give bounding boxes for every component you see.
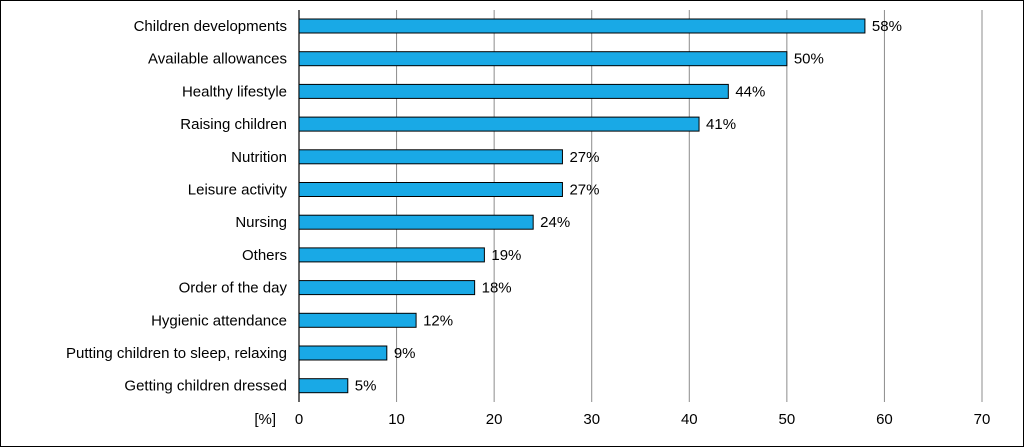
x-tick-label: 30 xyxy=(583,411,600,428)
x-tick-label: 60 xyxy=(876,411,893,428)
category-label: Available allowances xyxy=(148,51,287,68)
grid-lines xyxy=(298,10,983,402)
value-labels: 58% 50% 44% 41% 27% 27% 24% 19% 18% 12% 9% 5% xyxy=(355,18,902,395)
bar xyxy=(298,18,866,34)
bar xyxy=(298,182,563,197)
value-label: 12% xyxy=(423,312,453,329)
value-label: 27% xyxy=(569,182,599,199)
category-label: Getting children dressed xyxy=(124,378,287,395)
value-label: 27% xyxy=(569,149,599,166)
category-label: Order of the day xyxy=(179,280,288,297)
bar xyxy=(298,116,700,132)
value-label: 50% xyxy=(794,51,824,68)
x-tick-label: 40 xyxy=(681,411,698,428)
bar xyxy=(298,312,417,328)
value-label: 18% xyxy=(482,280,512,297)
bar xyxy=(298,51,788,67)
bar xyxy=(298,345,388,361)
bar xyxy=(298,280,476,296)
x-tick-label: 0 xyxy=(295,411,303,428)
bar xyxy=(298,149,563,165)
category-label: Leisure activity xyxy=(188,182,288,199)
x-tick-label: 10 xyxy=(388,411,405,428)
x-tick-label: 70 xyxy=(974,411,991,428)
category-label: Nursing xyxy=(235,214,287,231)
category-label: Children developments xyxy=(134,18,287,35)
axis-unit-label: [%] xyxy=(254,411,276,428)
x-axis-ticks: 0 10 20 30 40 50 60 70 xyxy=(295,411,991,428)
value-label: 44% xyxy=(735,83,765,100)
category-label: Nutrition xyxy=(231,149,287,166)
category-label: Healthy lifestyle xyxy=(182,83,287,100)
bar xyxy=(298,247,485,263)
bar xyxy=(298,378,349,394)
value-label: 9% xyxy=(394,345,416,362)
value-label: 5% xyxy=(355,378,377,395)
category-labels: Children developments Available allowance… xyxy=(66,18,287,395)
x-tick-label: 20 xyxy=(486,411,503,428)
category-label: Raising children xyxy=(180,116,287,133)
category-label: Others xyxy=(242,247,287,264)
category-label: Putting children to sleep, relaxing xyxy=(66,345,287,362)
value-label: 41% xyxy=(706,116,736,133)
value-label: 19% xyxy=(491,247,521,264)
bar xyxy=(298,214,534,230)
x-tick-label: 50 xyxy=(779,411,796,428)
category-label: Hygienic attendance xyxy=(151,312,287,329)
value-label: 58% xyxy=(872,18,902,35)
bar xyxy=(298,83,729,99)
value-label: 24% xyxy=(540,214,570,231)
bars xyxy=(298,18,866,394)
